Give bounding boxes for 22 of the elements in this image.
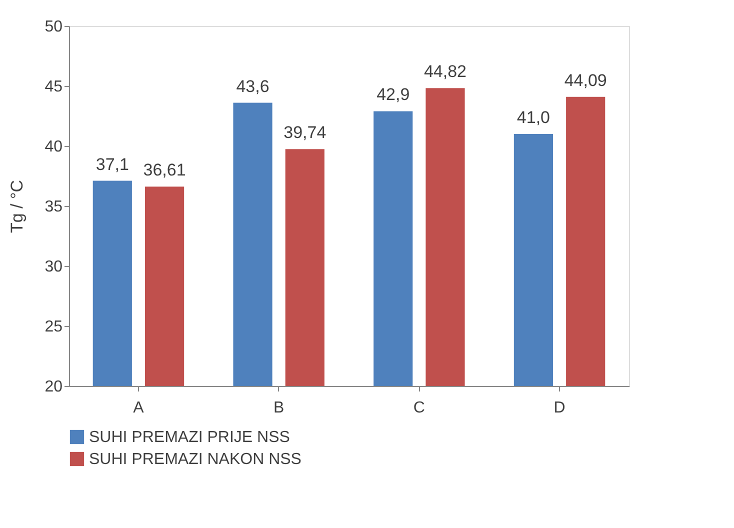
legend-label: SUHI PREMAZI NAKON NSS <box>89 451 302 468</box>
y-tick-label: 20 <box>44 378 63 396</box>
data-label: 42,9 <box>376 85 410 104</box>
y-tick-label: 35 <box>44 198 63 216</box>
y-tick-label: 40 <box>44 138 63 156</box>
y-tick-label: 30 <box>44 258 63 276</box>
data-label: 43,6 <box>236 76 270 96</box>
data-label: 39,74 <box>284 123 326 142</box>
data-label: 36,61 <box>143 160 186 180</box>
x-tick-label: D <box>554 400 566 416</box>
data-label: 44,82 <box>424 62 467 82</box>
x-tick-label: C <box>413 400 425 416</box>
data-label: 44,09 <box>564 70 607 90</box>
y-tick-label: 50 <box>44 18 63 36</box>
x-tick-label: B <box>273 400 284 416</box>
y-tick-label: 45 <box>44 78 63 96</box>
data-label: 37,1 <box>96 154 129 174</box>
y-tick-label: 25 <box>44 318 63 336</box>
y-axis-title: Tg / °C <box>8 180 27 234</box>
data-label: 41,0 <box>516 108 550 127</box>
legend-label: SUHI PREMAZI PRIJE NSS <box>89 429 290 446</box>
x-tick-label: A <box>133 400 144 416</box>
